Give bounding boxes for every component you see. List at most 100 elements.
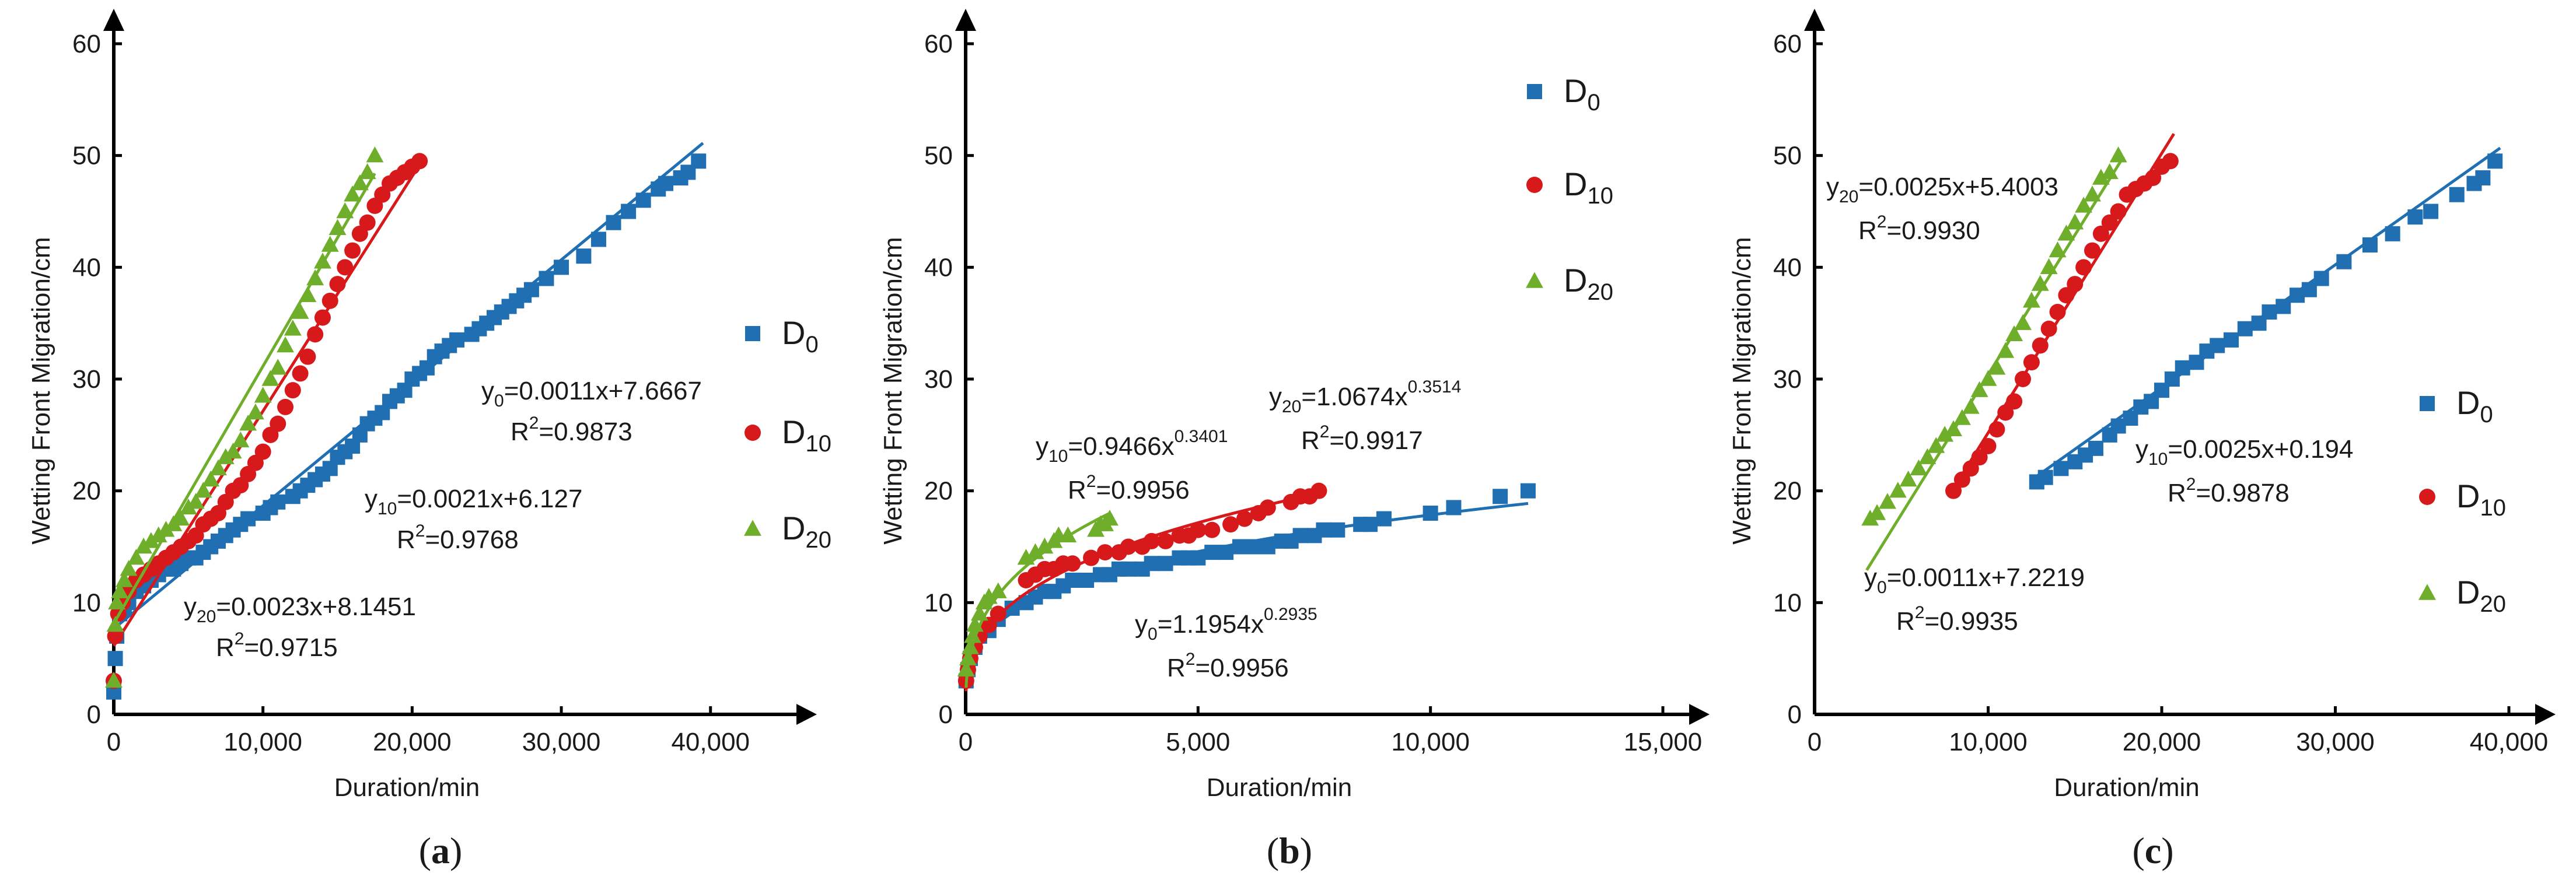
data-point-d10 — [1953, 471, 1970, 488]
data-point-d10 — [270, 415, 286, 432]
data-point-d0 — [1204, 545, 1220, 560]
data-point-d0 — [2449, 187, 2465, 202]
x-axis-title: Duration/min — [334, 773, 480, 802]
data-point-d20 — [1017, 549, 1035, 565]
data-point-d20 — [314, 253, 331, 269]
x-axis-arrow — [796, 704, 817, 725]
data-point-d20 — [366, 146, 384, 163]
data-point-d20 — [957, 660, 975, 677]
chart-panel-b: 0 5,000 10,000 15,000 0 10 20 30 40 50 60 Duration/… — [879, 9, 1710, 802]
data-point-d10 — [1157, 532, 1174, 549]
fit-r2-d10: R2=0.9768 — [397, 521, 519, 554]
data-point-d20 — [2005, 325, 2023, 342]
x-tick-label: 0 — [107, 728, 121, 756]
data-point-d10 — [1097, 544, 1113, 561]
fit-equation-d10: y10=0.9466x0.3401 — [1036, 427, 1228, 466]
data-point-d0 — [554, 260, 569, 275]
data-point-d10 — [2040, 320, 2057, 337]
x-tick-label: 10,000 — [223, 728, 302, 756]
data-point-d10 — [1143, 532, 1160, 549]
data-point-d20 — [964, 627, 981, 643]
x-axis-title: Duration/min — [2054, 773, 2199, 802]
data-point-d0 — [2262, 304, 2277, 320]
x-tick-label: 0 — [1808, 728, 1822, 756]
data-point-d10 — [284, 382, 301, 399]
data-point-d10 — [980, 616, 997, 633]
data-point-d20 — [149, 526, 167, 543]
legend-label-d20: D20 — [2456, 574, 2506, 617]
data-point-d20 — [2084, 185, 2101, 202]
data-point-d0 — [1292, 528, 1308, 544]
data-point-d10 — [292, 365, 309, 382]
data-point-d0 — [1520, 483, 1536, 499]
data-point-d20 — [254, 387, 272, 403]
fit-equation-d0: y0=0.0011x+7.6667 — [481, 377, 702, 411]
data-point-d10 — [329, 276, 346, 293]
data-point-d0 — [1376, 511, 1392, 527]
data-point-d20 — [157, 521, 175, 537]
data-point-d20 — [980, 588, 998, 604]
data-point-d0 — [2407, 209, 2423, 225]
data-point-d20 — [1979, 370, 1997, 386]
data-point-d10 — [2084, 242, 2100, 259]
data-point-d0 — [1316, 522, 1331, 538]
data-point-d10 — [411, 153, 428, 170]
data-point-d20 — [1899, 470, 1917, 487]
y-tick-label: 40 — [924, 253, 953, 282]
fit-equation-d20: y20=0.0025x+5.4003 — [1826, 173, 2058, 206]
data-point-d20 — [1953, 409, 1971, 425]
data-point-d10 — [307, 326, 324, 343]
data-point-d20 — [962, 638, 979, 654]
y-axis-title: Wetting Front Migration/cm — [27, 237, 55, 544]
data-point-d10 — [990, 605, 1006, 622]
data-point-d20 — [2100, 163, 2119, 180]
data-point-d20 — [299, 286, 317, 302]
data-point-d20 — [989, 582, 1007, 598]
data-point-d20 — [1936, 426, 1954, 442]
data-point-d10 — [337, 259, 354, 276]
data-point-d20 — [120, 560, 138, 576]
data-point-d20 — [1036, 537, 1054, 554]
data-point-d0 — [2487, 153, 2503, 169]
x-axis-arrow — [2535, 704, 2556, 725]
data-point-d10 — [1988, 421, 2005, 438]
data-point-d20 — [277, 336, 294, 353]
data-point-d20 — [127, 549, 145, 565]
data-point-d20 — [1988, 359, 2006, 375]
y-axis-arrow — [103, 9, 124, 31]
data-point-d20 — [209, 459, 227, 476]
data-point-d10 — [1120, 538, 1137, 555]
y-axis-title: Wetting Front Migration/cm — [1728, 237, 1756, 544]
data-point-d10 — [1971, 449, 1988, 466]
fit-line-d20 — [112, 173, 376, 625]
fit-equation-d0: y0=0.0011x+7.2219 — [1864, 563, 2085, 597]
data-point-d20 — [216, 448, 235, 464]
data-point-d0 — [2336, 254, 2352, 269]
data-point-d10 — [2145, 170, 2162, 186]
data-point-d20 — [106, 616, 124, 632]
data-point-d10 — [2092, 225, 2109, 242]
data-point-d20 — [105, 671, 123, 688]
data-point-d10 — [2110, 203, 2127, 220]
data-point-d0 — [2210, 338, 2225, 353]
data-point-d20 — [1927, 437, 1945, 453]
data-point-d20 — [1889, 482, 1907, 498]
legend-label-d20: D20 — [1564, 262, 1613, 305]
data-point-d10 — [2067, 276, 2084, 293]
data-point-d20 — [2031, 275, 2049, 291]
y-tick-label: 20 — [72, 477, 101, 506]
y-tick-label: 60 — [1773, 30, 1802, 58]
legend-label-d10: D10 — [1564, 166, 1613, 209]
data-point-d20 — [261, 370, 279, 386]
data-point-d20 — [336, 202, 354, 219]
data-point-d0 — [1079, 573, 1095, 588]
data-point-d10 — [2058, 287, 2075, 304]
data-point-d0 — [2385, 226, 2400, 241]
data-point-d10 — [2006, 393, 2023, 410]
fit-equation-d10: y10=0.0025x+0.194 — [2135, 435, 2353, 469]
data-point-d20 — [232, 431, 250, 448]
data-point-d20 — [328, 219, 347, 235]
data-point-d20 — [321, 236, 339, 252]
x-tick-label: 0 — [959, 728, 973, 756]
data-point-d20 — [2040, 258, 2058, 275]
